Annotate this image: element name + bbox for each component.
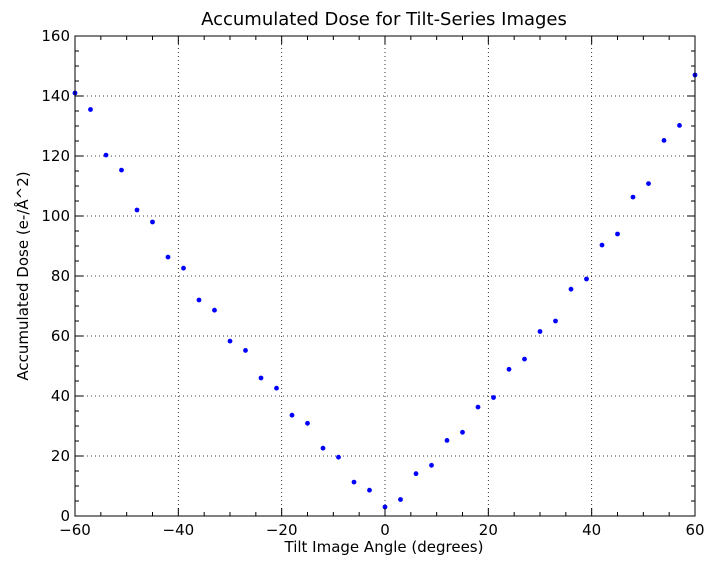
x-tick-label: 60 [685, 521, 704, 539]
data-point [336, 454, 341, 460]
data-point [134, 207, 140, 213]
axis-ticks [74, 35, 696, 517]
data-point [553, 318, 558, 324]
x-tick-label: 0 [380, 521, 390, 539]
data-point [181, 265, 186, 271]
y-tick-label: 40 [51, 387, 70, 405]
grid [75, 36, 695, 516]
chart-title: Accumulated Dose for Tilt-Series Images [201, 9, 567, 30]
data-point [119, 167, 124, 173]
data-point [537, 329, 543, 334]
data-point [305, 420, 310, 426]
data-point [460, 429, 465, 435]
data-point [661, 138, 667, 143]
data-point [289, 412, 295, 418]
data-point [398, 497, 403, 502]
data-point [677, 123, 682, 128]
data-point [258, 375, 264, 381]
data-point [150, 219, 155, 225]
x-tick-label: 40 [582, 521, 601, 539]
data-point [382, 504, 388, 510]
data-point [444, 438, 450, 443]
x-tick-label: −20 [266, 521, 298, 539]
data-point [88, 107, 93, 112]
data-point [522, 356, 527, 362]
y-tick-label: 120 [41, 147, 70, 165]
x-tick-label: 20 [479, 521, 498, 539]
data-point [646, 181, 651, 187]
data-point [103, 152, 109, 158]
data-points [72, 72, 698, 510]
data-point [351, 479, 357, 485]
data-point [475, 404, 481, 410]
y-axis-label: Accumulated Dose (e-/Å^2) [13, 171, 32, 380]
data-point [491, 395, 496, 400]
y-tick-label: 60 [51, 327, 70, 345]
x-axis-label: Tilt Image Angle (degrees) [284, 538, 484, 556]
data-point [599, 242, 605, 248]
data-point [615, 231, 620, 237]
data-point [165, 254, 171, 260]
y-tick-labels: 0 20 40 60 80 100 120 140 160 [41, 27, 70, 525]
data-point [367, 487, 372, 493]
x-tick-label: −60 [59, 521, 91, 539]
y-tick-label: 20 [51, 447, 70, 465]
data-point [429, 462, 434, 468]
y-tick-label: 160 [41, 27, 70, 45]
data-point [584, 276, 589, 282]
data-point [506, 366, 512, 372]
data-point [630, 194, 636, 200]
data-point [320, 445, 326, 451]
data-point [413, 471, 419, 477]
y-tick-label: 80 [51, 267, 70, 285]
x-tick-labels: −60 −40 −20 0 20 40 60 [59, 521, 704, 539]
data-point [274, 385, 279, 391]
data-point [212, 307, 217, 313]
y-tick-label: 100 [41, 207, 70, 225]
data-point [243, 348, 248, 353]
data-point [568, 286, 574, 292]
y-tick-label: 140 [41, 87, 70, 105]
data-point [227, 338, 233, 344]
data-point [196, 297, 202, 303]
y-tick-label: 0 [60, 507, 70, 525]
x-tick-label: −40 [163, 521, 195, 539]
